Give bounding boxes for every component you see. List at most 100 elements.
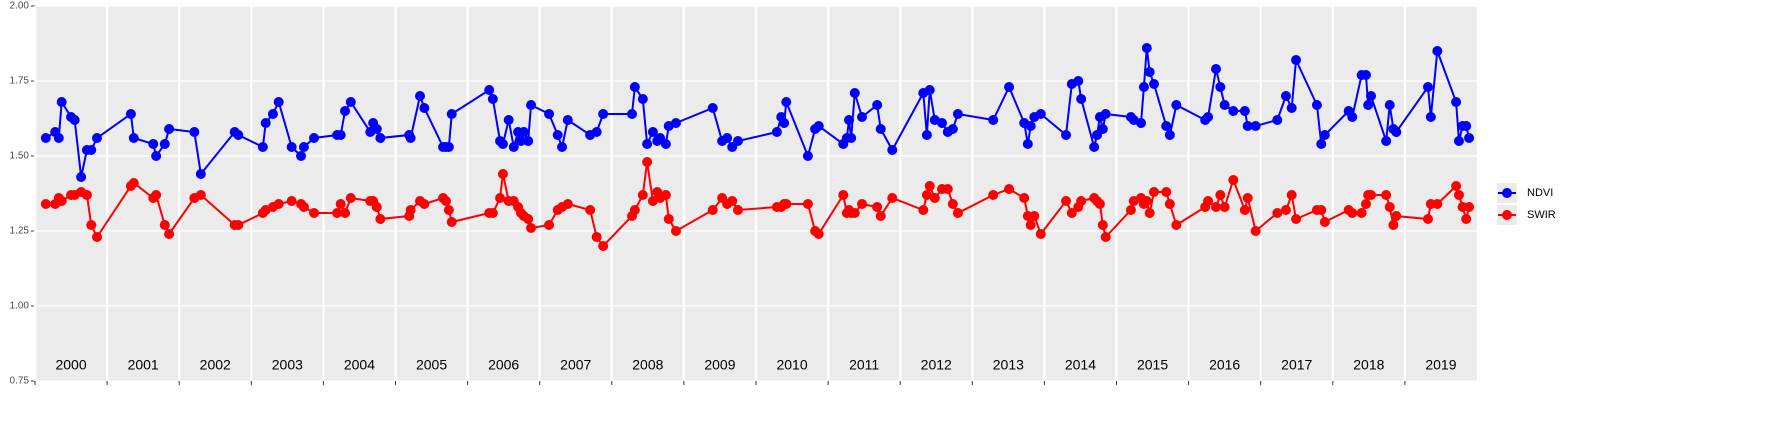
- data-point: [286, 142, 297, 152]
- data-point: [856, 199, 867, 209]
- legend-label: SWIR: [1527, 209, 1556, 221]
- data-point: [1215, 82, 1226, 92]
- data-point: [86, 145, 97, 155]
- data-point: [1066, 208, 1077, 218]
- data-point: [1219, 202, 1230, 212]
- data-point: [856, 112, 867, 122]
- x-tick-label: 2000: [55, 357, 86, 373]
- data-point: [86, 220, 97, 230]
- data-point: [495, 193, 506, 203]
- data-point: [1025, 220, 1036, 230]
- data-point: [1461, 121, 1472, 131]
- data-point: [1272, 115, 1283, 125]
- x-tick-label: 2005: [416, 357, 447, 373]
- data-point: [81, 190, 92, 200]
- data-point: [1451, 181, 1462, 191]
- data-point: [1100, 109, 1111, 119]
- legend-key-point: [1502, 210, 1512, 220]
- data-point: [1384, 100, 1395, 110]
- data-point: [443, 205, 454, 215]
- data-point: [952, 109, 963, 119]
- data-point: [562, 115, 573, 125]
- data-point: [918, 205, 929, 215]
- data-point: [298, 142, 309, 152]
- data-point: [1219, 100, 1230, 110]
- data-point: [670, 226, 681, 236]
- data-point: [1319, 130, 1330, 140]
- data-point: [332, 208, 343, 218]
- data-point: [518, 127, 529, 137]
- x-tick-label: 2006: [488, 357, 519, 373]
- data-point: [1141, 196, 1152, 206]
- data-point: [298, 202, 309, 212]
- data-point: [1280, 91, 1291, 101]
- data-point: [69, 115, 80, 125]
- x-tick-label: 2017: [1281, 357, 1312, 373]
- data-point: [1381, 136, 1392, 146]
- data-point: [1250, 226, 1261, 236]
- data-point: [164, 124, 175, 134]
- data-point: [1171, 220, 1182, 230]
- data-point: [267, 109, 278, 119]
- data-point: [159, 220, 170, 230]
- data-point: [1019, 193, 1030, 203]
- data-point: [148, 139, 159, 149]
- x-tick-label: 2009: [704, 357, 735, 373]
- data-point: [1272, 208, 1283, 218]
- data-point: [660, 139, 671, 149]
- data-point: [844, 115, 855, 125]
- data-point: [1171, 100, 1182, 110]
- data-point: [40, 133, 51, 143]
- data-point: [1076, 94, 1087, 104]
- x-tick-label: 2010: [776, 357, 807, 373]
- data-point: [128, 178, 139, 188]
- data-point: [296, 151, 307, 161]
- data-point: [1461, 214, 1472, 224]
- data-point: [1004, 184, 1015, 194]
- data-point: [523, 136, 534, 146]
- data-point: [1432, 199, 1443, 209]
- x-tick-label: 2018: [1353, 357, 1384, 373]
- data-point: [952, 208, 963, 218]
- data-point: [642, 157, 653, 167]
- data-point: [1239, 106, 1250, 116]
- data-point: [1451, 97, 1462, 107]
- data-point: [707, 205, 718, 215]
- data-point: [195, 190, 206, 200]
- data-point: [375, 214, 386, 224]
- data-point: [1161, 121, 1172, 131]
- data-point: [125, 109, 136, 119]
- data-point: [707, 103, 718, 113]
- legend-key-point: [1502, 188, 1512, 198]
- data-point: [526, 223, 537, 233]
- data-point: [1360, 70, 1371, 80]
- data-point: [727, 196, 738, 206]
- data-point: [1356, 208, 1367, 218]
- data-point: [1242, 193, 1253, 203]
- data-point: [849, 88, 860, 98]
- data-point: [151, 151, 162, 161]
- data-point: [1148, 187, 1159, 197]
- data-point: [732, 205, 743, 215]
- data-point: [56, 97, 67, 107]
- data-point: [1388, 220, 1399, 230]
- data-point: [419, 199, 430, 209]
- data-point: [921, 130, 932, 140]
- data-point: [1286, 103, 1297, 113]
- data-point: [335, 199, 346, 209]
- data-point: [647, 127, 658, 137]
- data-point: [189, 127, 200, 137]
- data-point: [1144, 208, 1155, 218]
- data-point: [1422, 214, 1433, 224]
- data-point: [446, 109, 457, 119]
- data-point: [642, 139, 653, 149]
- data-point: [1360, 199, 1371, 209]
- data-point: [802, 199, 813, 209]
- data-point: [1381, 190, 1392, 200]
- data-point: [1391, 127, 1402, 137]
- x-tick-label: 2013: [993, 357, 1024, 373]
- data-point: [1347, 112, 1358, 122]
- data-point: [1228, 175, 1239, 185]
- data-point: [872, 100, 883, 110]
